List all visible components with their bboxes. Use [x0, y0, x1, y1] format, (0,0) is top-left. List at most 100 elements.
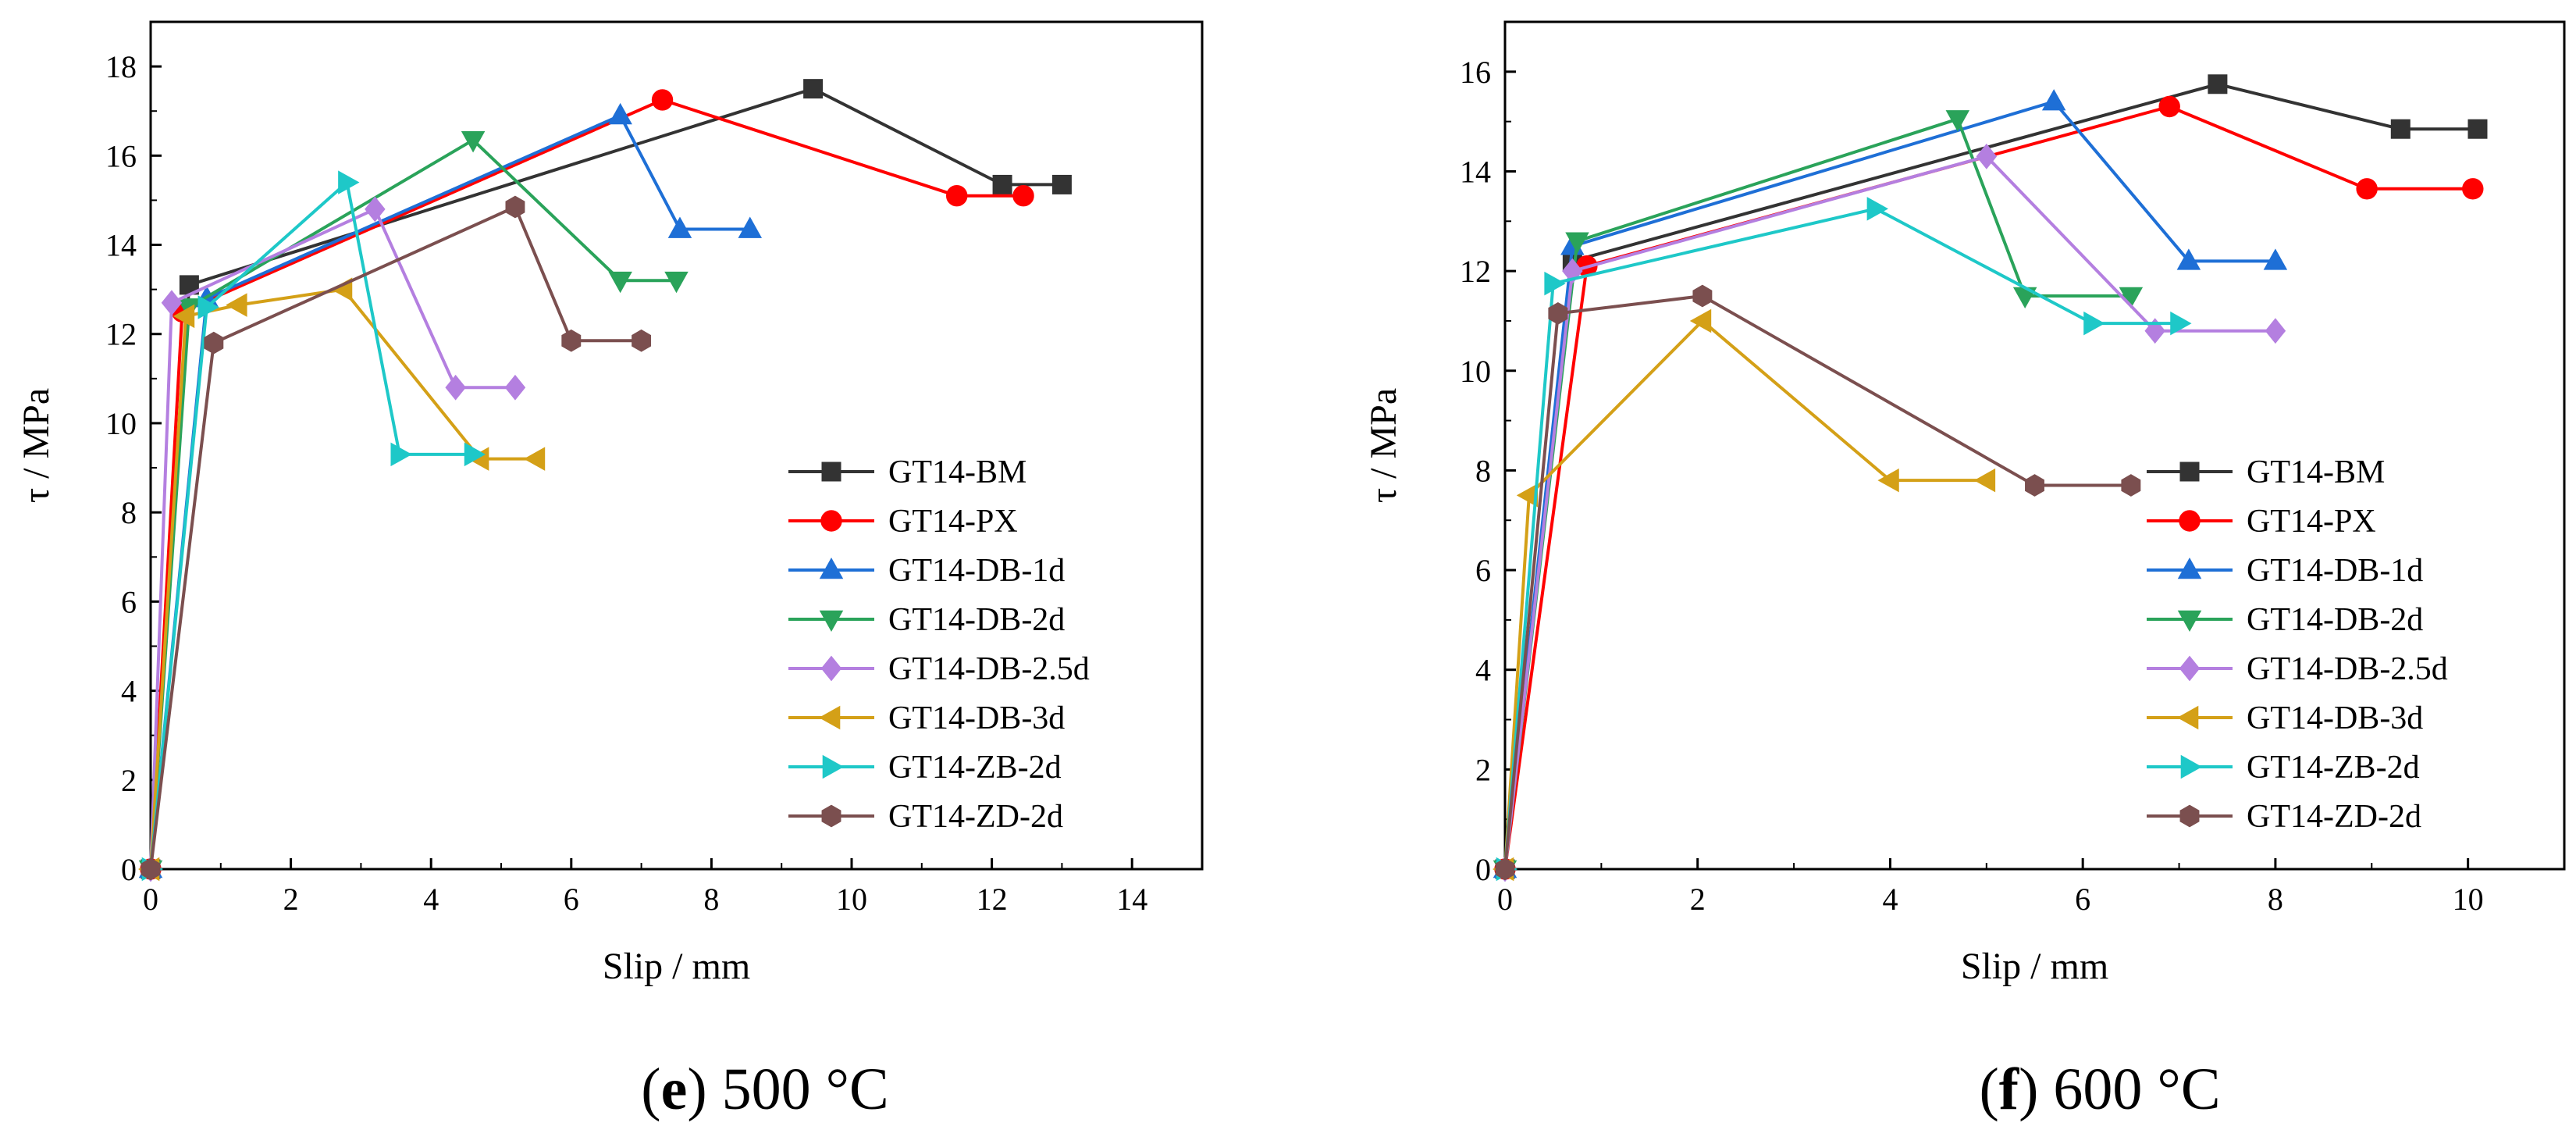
data-point [1562, 258, 1583, 284]
legend-label: GT14-DB-1d [2247, 553, 2423, 589]
data-point [561, 329, 582, 352]
data-point [1051, 174, 1072, 194]
data-point [1548, 301, 1568, 325]
data-point [197, 295, 219, 319]
legend-marker [2176, 705, 2199, 730]
series-GT14-ZD-2d [1495, 284, 2141, 881]
x-tick-label: 4 [1882, 882, 1898, 917]
x-tick-label: 8 [2268, 882, 2283, 917]
x-tick-label: 8 [703, 882, 719, 917]
legend-label: GT14-PX [2247, 504, 2376, 540]
chart-panel-f: 0 2 4 6 8 10 0 2 4 6 8 10 12 14 16 Slip / mm τ / MPa GT14… [1363, 20, 2566, 1122]
data-point [173, 304, 195, 329]
panel-caption: (e) 500 °C [641, 1057, 888, 1122]
series-GT14-ZB-2d [1496, 197, 2192, 882]
data-point [664, 271, 688, 294]
x-tick-label: 6 [564, 882, 579, 917]
data-point [1877, 468, 1899, 493]
x-tick-label: 2 [1690, 882, 1706, 917]
data-point [2119, 287, 2144, 309]
data-point [651, 89, 674, 111]
legend-marker [2179, 510, 2201, 532]
data-point [505, 195, 525, 219]
x-axis-label: Slip / mm [1961, 946, 2108, 987]
data-point [608, 102, 632, 125]
legend-label: GT14-DB-1d [888, 553, 1065, 589]
series-line [149, 180, 474, 870]
y-axis-label: τ / MPa [16, 388, 57, 503]
series-line [1503, 155, 2275, 870]
data-point [738, 216, 763, 238]
data-point [2083, 311, 2105, 336]
caption-paren-open: ( [1979, 1057, 1998, 1122]
legend-marker [2180, 754, 2203, 779]
legend-marker [818, 705, 841, 730]
plot-frame [149, 20, 1204, 871]
data-point [523, 447, 546, 471]
data-point [2041, 89, 2066, 111]
series-GT14-DB-2d [138, 131, 688, 882]
legend-label: GT14-DB-3d [2247, 700, 2423, 736]
data-point [338, 170, 360, 194]
data-point [445, 374, 466, 401]
legend-label: GT14-BM [888, 454, 1026, 490]
legend-marker [2177, 557, 2202, 579]
series-GT14-ZD-2d [141, 195, 652, 881]
data-point [390, 442, 412, 467]
panel-caption: (f) 600 °C [1979, 1057, 2220, 1122]
data-point [2390, 119, 2411, 139]
y-tick-label: 6 [1475, 553, 1491, 588]
data-point [608, 271, 632, 294]
x-tick-label: 10 [836, 882, 867, 917]
y-tick-label: 2 [121, 763, 137, 798]
series-line [149, 287, 536, 870]
data-point [803, 79, 824, 99]
legend-marker [820, 655, 842, 682]
y-tick-label: 0 [1475, 852, 1491, 887]
x-tick-label: 10 [2453, 882, 2484, 917]
series-GT14-DB-3d [1492, 308, 1996, 882]
legend-label: GT14-DB-2d [888, 602, 1065, 638]
caption-letter: f [1999, 1057, 2020, 1122]
series-GT14-DB-2d [1493, 110, 2144, 882]
y-axis-label: τ / MPa [1363, 388, 1404, 503]
legend-marker [821, 462, 841, 482]
y-tick-label: 14 [1460, 154, 1491, 189]
legend-marker [819, 610, 844, 633]
data-point [1516, 483, 1539, 508]
data-point [1495, 857, 1515, 881]
legend-label: GT14-DB-2.5d [2247, 651, 2448, 687]
x-tick-label: 14 [1116, 882, 1147, 917]
x-tick-label: 4 [423, 882, 439, 917]
data-point [2263, 248, 2288, 270]
data-point [461, 131, 486, 153]
plot-frame [1503, 20, 2566, 871]
data-point [2158, 95, 2180, 118]
caption-paren-close: ) [2019, 1057, 2038, 1122]
legend-marker [2179, 804, 2200, 828]
caption-text: 600 °C [2038, 1057, 2220, 1122]
data-point [204, 331, 224, 355]
y-tick-label: 14 [105, 228, 137, 263]
data-point [946, 185, 968, 207]
data-point [2176, 248, 2201, 270]
x-tick-label: 2 [283, 882, 299, 917]
legend-label: GT14-PX [888, 504, 1018, 540]
x-tick-label: 6 [2075, 882, 2090, 917]
y-tick-label: 8 [1475, 453, 1491, 488]
y-tick-label: 16 [105, 138, 137, 173]
x-tick-label: 12 [977, 882, 1008, 917]
series-GT14-DB-2.5d [1494, 143, 2286, 882]
legend-label: GT14-ZD-2d [2247, 799, 2421, 835]
y-tick-label: 10 [1460, 354, 1491, 389]
legend-marker [2179, 655, 2201, 682]
data-point [161, 290, 183, 316]
data-point [2467, 119, 2488, 139]
y-tick-label: 4 [1475, 653, 1491, 688]
legend-marker [822, 754, 845, 779]
data-point [1973, 468, 1996, 493]
caption-paren-close: ) [687, 1057, 706, 1122]
legend-label: GT14-ZD-2d [888, 799, 1063, 835]
series-line [149, 113, 750, 870]
